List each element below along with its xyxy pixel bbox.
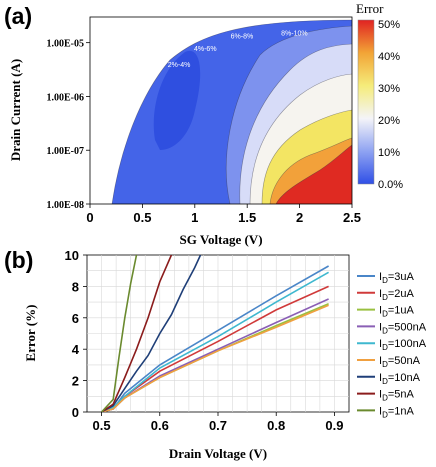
line-plot-x-tick-label: 0.5 [93, 418, 111, 433]
series-line-7 [101, 255, 173, 412]
legend-label: ID=3uA [379, 271, 415, 285]
colorbar-ticks: 50% 40% 30% 20% 10% 0.0% [378, 19, 403, 191]
colorbar-tick-label: 30% [378, 83, 400, 95]
line-plot-x-axis-label: Drain Voltage (V) [169, 446, 267, 461]
contour-lines [111, 19, 352, 204]
heatmap-x-ticks: 0 0.5 1 1.5 2 2.5 [86, 204, 361, 225]
colorbar-tick-label: 50% [378, 19, 400, 31]
legend-label: ID=100nA [379, 338, 427, 352]
series-line-6 [101, 255, 202, 412]
heatmap-annotation: 4%-6% [194, 46, 217, 53]
line-plot-x-tick-label: 0.9 [325, 418, 343, 433]
line-plot-y-tick-label: 8 [72, 279, 79, 294]
line-plot-series [101, 255, 329, 412]
colorbar [357, 19, 375, 185]
line-plot-y-axis-label: Error (%) [23, 305, 38, 362]
panel-b-label: (b) [4, 247, 33, 273]
heatmap-x-tick-label: 2 [296, 210, 303, 225]
heatmap-y-tick-label: 1.00E-07 [47, 146, 85, 157]
contour-low [153, 50, 201, 150]
heatmap-y-axis-label: Drain Current (A) [8, 59, 23, 161]
heatmap-y-tick-label: 1.00E-08 [47, 200, 85, 211]
heatmap-x-tick-label: 2.5 [343, 210, 361, 225]
colorbar-title: Error [356, 1, 384, 16]
colorbar-tick-label: 40% [378, 51, 400, 63]
heatmap-annotations: 2%-4% 4%-6% 6%-8% 8%-10% [168, 31, 308, 70]
legend-label: ID=1uA [379, 305, 415, 319]
colorbar-tick-label: 20% [378, 115, 400, 127]
colorbar-tick-label: 0.0% [378, 179, 403, 191]
line-plot-y-tick-label: 10 [65, 248, 79, 263]
series-line-5 [101, 304, 329, 412]
line-plot-y-tick-label: 0 [72, 405, 79, 420]
heatmap-annotation: 2%-4% [168, 62, 191, 69]
colorbar-tick-label: 10% [378, 147, 400, 159]
series-line-8 [101, 255, 138, 412]
legend-label: ID=2uA [379, 288, 415, 302]
line-plot-x-ticks: 0.5 0.6 0.7 0.8 0.9 [93, 412, 343, 433]
contour-red [276, 145, 352, 204]
line-plot-y-ticks: 0 2 4 6 8 10 [65, 248, 87, 420]
line-plot-x-tick-label: 0.6 [151, 418, 169, 433]
heatmap-region [111, 19, 352, 204]
heatmap-x-tick-label: 1.5 [238, 210, 256, 225]
legend-label: ID=10nA [379, 372, 421, 386]
heatmap-frame [89, 16, 353, 205]
heatmap-x-tick-label: 1 [191, 210, 198, 225]
series-line-4 [101, 271, 329, 412]
heatmap-x-tick-label: 0.5 [133, 210, 151, 225]
legend-label: ID=500nA [379, 321, 427, 335]
heatmap-annotation: 8%-10% [281, 31, 307, 38]
line-plot-y-tick-label: 6 [72, 311, 79, 326]
heatmap-x-tick-label: 0 [86, 210, 93, 225]
heatmap-y-ticks: 1.00E-05 1.00E-06 1.00E-07 1.00E-08 [47, 39, 90, 211]
line-plot-y-tick-label: 2 [72, 374, 79, 389]
legend-label: ID=5nA [379, 389, 415, 403]
heatmap-annotation: 6%-8% [231, 33, 254, 40]
line-plot-x-tick-label: 0.8 [267, 418, 285, 433]
legend-label: ID=1nA [379, 405, 415, 419]
legend-label: ID=50nA [379, 355, 421, 369]
heatmap-y-tick-label: 1.00E-06 [47, 92, 85, 103]
line-plot-x-tick-label: 0.7 [209, 418, 227, 433]
line-plot-legend: ID=3uA ID=2uA ID=1uA ID=500nA ID=100nA ID=50n… [357, 271, 427, 419]
heatmap-x-axis-label: SG Voltage (V) [179, 232, 262, 247]
panel-a-label: (a) [4, 3, 32, 29]
heatmap-y-tick-label: 1.00E-05 [47, 39, 85, 50]
line-plot-y-tick-label: 4 [72, 342, 80, 357]
